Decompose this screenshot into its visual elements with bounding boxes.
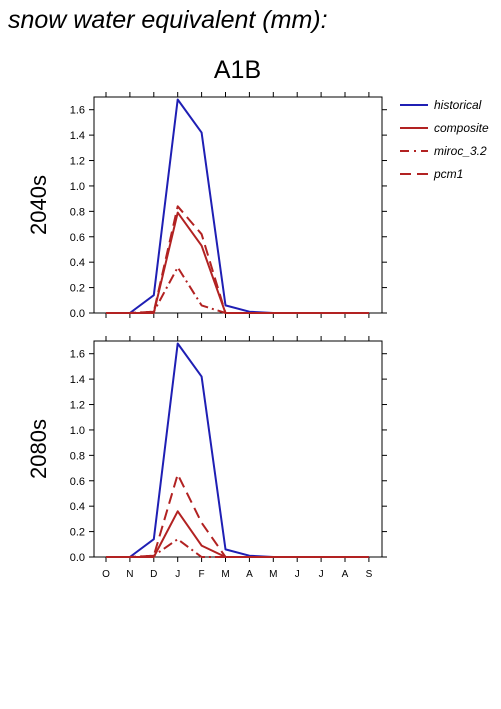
x-tick-label: S — [366, 569, 373, 580]
series-line-historical — [106, 342, 369, 558]
series-line-miroc-3-2 — [106, 538, 369, 558]
y-tick-label: 0.0 — [70, 552, 85, 564]
x-tick-label: J — [319, 569, 324, 580]
x-tick-label: A — [246, 569, 253, 580]
legend-label: composite — [434, 121, 489, 135]
plot-frame — [93, 96, 383, 314]
y-tick-label: 1.4 — [70, 374, 85, 386]
y-tick-label: 0.0 — [70, 308, 85, 320]
row-label: 2080s — [26, 419, 51, 479]
y-tick-label: 0.2 — [70, 527, 85, 539]
series-line-pcm1 — [106, 473, 369, 558]
y-tick-label: 0.8 — [70, 206, 85, 218]
scenario-title: A1B — [213, 56, 262, 84]
y-tick-label: 0.6 — [70, 232, 85, 244]
x-tick-label: M — [269, 569, 277, 580]
series-line-historical — [106, 98, 369, 314]
page-title: snow water equivalent (mm): — [8, 6, 328, 34]
series-line-miroc-3-2 — [106, 266, 369, 314]
y-tick-label: 1.6 — [70, 349, 85, 361]
y-tick-label: 0.8 — [70, 450, 85, 462]
y-tick-label: 1.6 — [70, 105, 85, 117]
x-tick-label: A — [342, 569, 349, 580]
series-line-pcm1 — [106, 205, 369, 314]
legend-label: miroc_3.2 — [434, 144, 487, 158]
row-label: 2040s — [26, 175, 51, 235]
y-tick-label: 0.6 — [70, 476, 85, 488]
series-line-composite — [106, 510, 369, 558]
series-line-composite — [106, 211, 369, 314]
y-tick-label: 1.0 — [70, 425, 85, 437]
x-tick-label: D — [150, 569, 157, 580]
x-tick-label: J — [175, 569, 180, 580]
x-tick-label: N — [126, 569, 133, 580]
legend-label: pcm1 — [433, 167, 463, 181]
y-tick-label: 1.2 — [70, 400, 85, 412]
y-tick-label: 0.2 — [70, 283, 85, 295]
x-tick-label: J — [295, 569, 300, 580]
x-tick-label: F — [199, 569, 205, 580]
legend-label: historical — [434, 98, 482, 112]
x-tick-label: M — [221, 569, 229, 580]
x-tick-label: O — [102, 569, 110, 580]
y-tick-label: 0.4 — [70, 257, 85, 269]
y-tick-label: 1.4 — [70, 130, 85, 142]
y-tick-label: 1.0 — [70, 181, 85, 193]
y-tick-label: 0.4 — [70, 501, 85, 513]
y-tick-label: 1.2 — [70, 156, 85, 168]
plot-frame — [93, 340, 383, 558]
